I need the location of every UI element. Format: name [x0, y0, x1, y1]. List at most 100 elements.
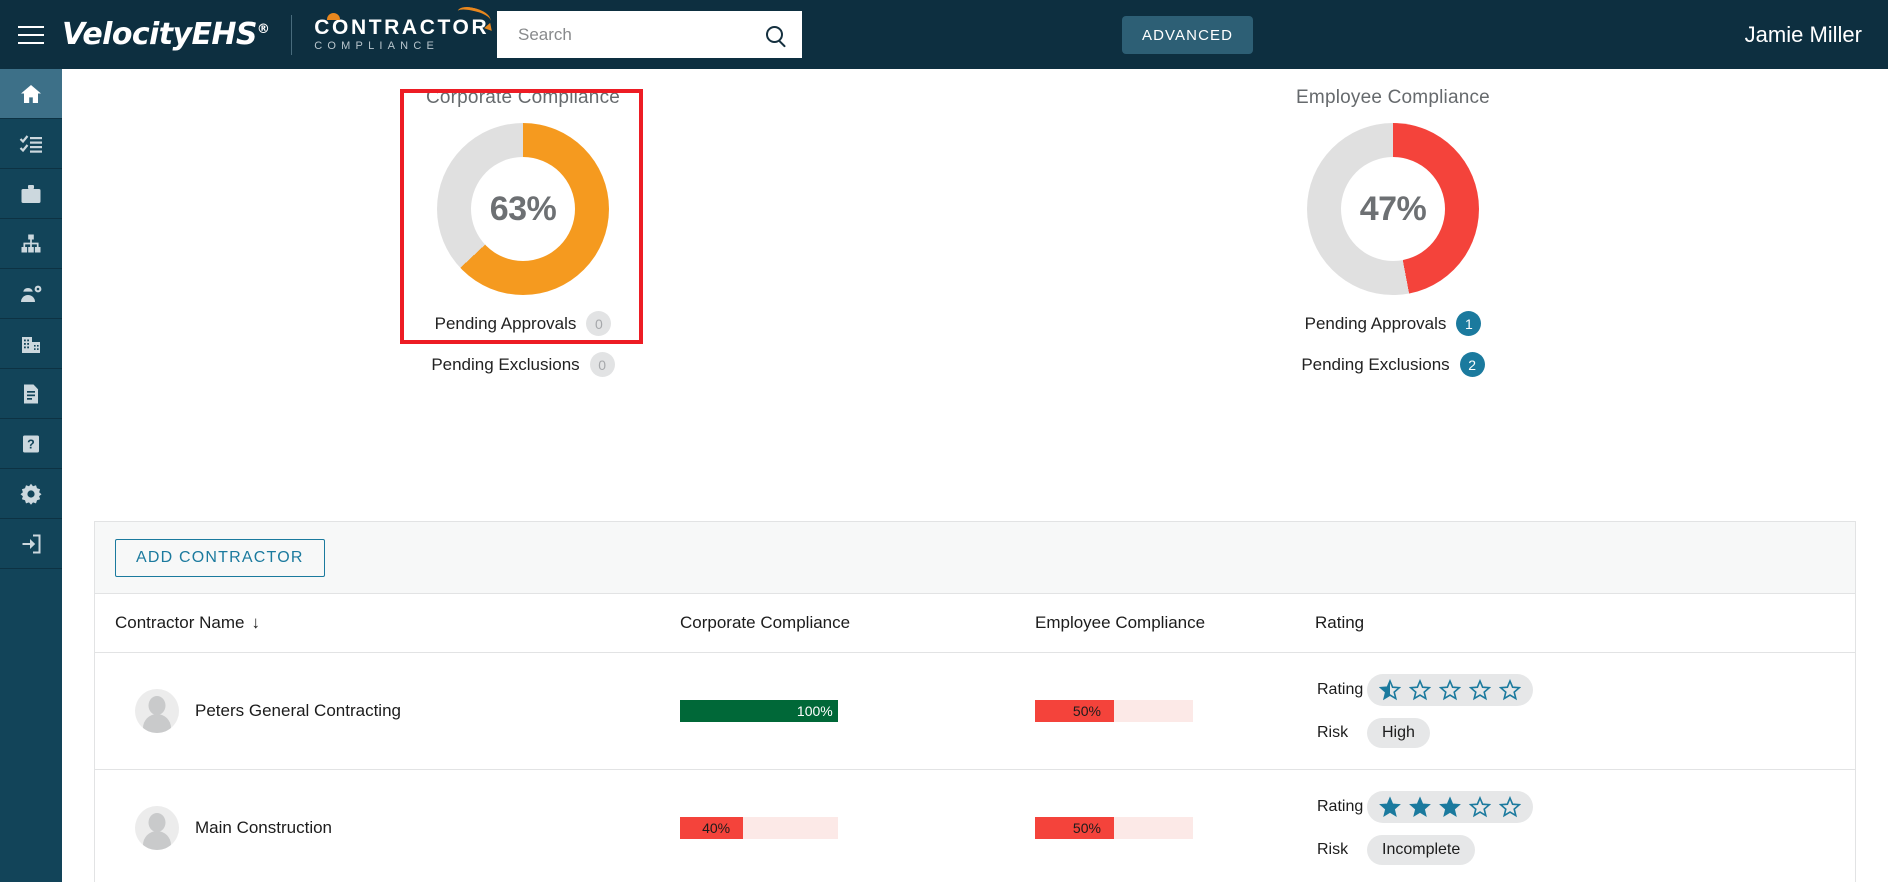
left-nav-sidebar: ?: [0, 69, 62, 882]
star-icon[interactable]: [1469, 678, 1491, 701]
pending-exclusions-badge: 2: [1459, 352, 1485, 377]
table-header-row: Contractor Name ↓ Corporate Compliance Em…: [95, 594, 1855, 653]
sidebar-item-tasks[interactable]: [0, 119, 62, 169]
star-icon[interactable]: [1469, 795, 1491, 818]
sidebar-item-settings[interactable]: [0, 469, 62, 519]
sidebar-item-home[interactable]: [0, 69, 62, 119]
contractor-name-text[interactable]: Peters General Contracting: [195, 700, 401, 720]
hamburger-menu-icon[interactable]: [0, 0, 62, 69]
sidebar-item-workers[interactable]: [0, 269, 62, 319]
risk-badge[interactable]: High: [1367, 717, 1430, 748]
brand-cc-line2: COMPLIANCE: [314, 39, 440, 52]
star-icon[interactable]: [1379, 678, 1401, 701]
rating-label: Rating: [1317, 797, 1364, 815]
compliance-bar: 50%: [1035, 816, 1193, 839]
donut-percent-label: 47%: [1359, 189, 1427, 228]
column-header-corporate-compliance[interactable]: Corporate Compliance: [680, 594, 1035, 653]
gauge-corporate-compliance[interactable]: Corporate Compliance 63% Pending Approva…: [402, 87, 644, 377]
pending-approvals-row-corporate[interactable]: Pending Approvals 0: [402, 311, 644, 336]
search-input[interactable]: [497, 12, 746, 57]
gauge-employee-compliance[interactable]: Employee Compliance 47% Pending Approval…: [1272, 87, 1514, 377]
search-icon: [765, 26, 783, 43]
main-content: Corporate Compliance 63% Pending Approva…: [62, 69, 1888, 882]
user-menu[interactable]: Jamie Miller: [1744, 21, 1862, 47]
star-icon[interactable]: [1439, 678, 1461, 701]
org-chart-icon: [21, 234, 41, 252]
pending-exclusions-row-employee[interactable]: Pending Exclusions 2: [1272, 352, 1514, 377]
search-bar[interactable]: [497, 11, 802, 58]
star-rating-control[interactable]: [1367, 673, 1533, 706]
star-icon[interactable]: [1409, 795, 1431, 818]
sidebar-item-projects[interactable]: [0, 169, 62, 219]
gear-icon: [20, 483, 42, 505]
checklist-icon: [19, 134, 42, 153]
sidebar-item-logout[interactable]: [0, 519, 62, 569]
compliance-bar: 50%: [1035, 699, 1193, 722]
sidebar-item-documents[interactable]: [0, 369, 62, 419]
compliance-bar-fill: [680, 699, 838, 722]
pending-approvals-row-employee[interactable]: Pending Approvals 1: [1272, 311, 1514, 336]
brand-logo[interactable]: VelocityEHS® CONTRACTOR COMPLIANCE: [62, 0, 493, 69]
cell-employee-compliance: 50%: [1035, 652, 1315, 770]
pending-exclusions-label: Pending Exclusions: [1301, 354, 1450, 374]
brand-contractor-compliance: CONTRACTOR COMPLIANCE: [314, 4, 493, 53]
question-mark-icon: ?: [23, 435, 39, 452]
compliance-bar-fill: [1035, 816, 1114, 839]
rating-row: Rating: [1317, 673, 1855, 706]
pending-exclusions-badge: 0: [589, 352, 615, 377]
donut-chart-employee: 47%: [1307, 123, 1479, 295]
sidebar-item-help[interactable]: ?: [0, 419, 62, 469]
sign-out-icon: [22, 534, 41, 553]
star-icon[interactable]: [1499, 795, 1521, 818]
hardhat-icon: [327, 12, 341, 20]
donut-percent-label: 63%: [489, 189, 557, 228]
star-icon[interactable]: [1499, 678, 1521, 701]
sidebar-item-org-structure[interactable]: [0, 219, 62, 269]
column-header-rating[interactable]: Rating: [1315, 594, 1855, 653]
star-icon[interactable]: [1409, 678, 1431, 701]
briefcase-icon: [21, 184, 41, 203]
risk-row: Risk Incomplete: [1317, 834, 1855, 865]
worker-settings-icon: [21, 285, 42, 302]
hamburger-line: [18, 33, 44, 36]
table-header: Contractor Name ↓ Corporate Compliance Em…: [95, 594, 1855, 653]
table-row[interactable]: Main Construction 40% 50% Rating Risk: [95, 769, 1855, 882]
avatar-placeholder-icon: [135, 805, 179, 850]
add-contractor-button[interactable]: ADD CONTRACTOR: [115, 538, 325, 577]
pending-approvals-label: Pending Approvals: [434, 313, 577, 333]
cell-contractor-name: Main Construction: [95, 769, 680, 882]
compliance-bar: 40%: [680, 816, 838, 839]
risk-badge[interactable]: Incomplete: [1367, 834, 1476, 865]
gauge-title: Corporate Compliance: [425, 87, 621, 108]
column-header-employee-compliance[interactable]: Employee Compliance: [1035, 594, 1315, 653]
svg-text:?: ?: [27, 437, 35, 451]
pending-approvals-badge: 1: [1456, 311, 1482, 336]
pending-approvals-label: Pending Approvals: [1304, 313, 1447, 333]
pending-exclusions-label: Pending Exclusions: [431, 354, 580, 374]
top-header-bar: VelocityEHS® CONTRACTOR COMPLIANCE ADVAN…: [0, 0, 1888, 69]
star-icon[interactable]: [1379, 795, 1401, 818]
rating-label: Rating: [1317, 680, 1364, 698]
sidebar-item-facilities[interactable]: [0, 319, 62, 369]
registered-mark: ®: [256, 22, 270, 37]
hamburger-line: [18, 25, 44, 28]
pending-exclusions-row-corporate[interactable]: Pending Exclusions 0: [402, 352, 644, 377]
table-row[interactable]: Peters General Contracting 100% 50% Rati…: [95, 652, 1855, 770]
star-rating-control[interactable]: [1367, 790, 1533, 823]
pending-approvals-badge: 0: [586, 311, 612, 336]
contractor-name-text[interactable]: Main Construction: [195, 817, 333, 837]
sort-descending-icon[interactable]: ↓: [251, 612, 260, 632]
contractors-panel: ADD CONTRACTOR Contractor Name ↓ Corporat…: [94, 521, 1856, 882]
cell-corporate-compliance: 40%: [680, 769, 1035, 882]
compliance-gauges-section: Corporate Compliance 63% Pending Approva…: [62, 69, 1888, 519]
home-icon: [21, 84, 41, 103]
cell-employee-compliance: 50%: [1035, 769, 1315, 882]
column-header-contractor-name[interactable]: Contractor Name ↓: [95, 594, 680, 653]
cell-rating: Rating Risk High: [1315, 652, 1855, 770]
advanced-search-button[interactable]: ADVANCED: [1122, 16, 1254, 54]
table-body: Peters General Contracting 100% 50% Rati…: [95, 652, 1855, 882]
search-submit-button[interactable]: [746, 11, 802, 58]
compliance-bar: 100%: [680, 699, 838, 722]
star-icon[interactable]: [1439, 795, 1461, 818]
cell-contractor-name: Peters General Contracting: [95, 652, 680, 770]
